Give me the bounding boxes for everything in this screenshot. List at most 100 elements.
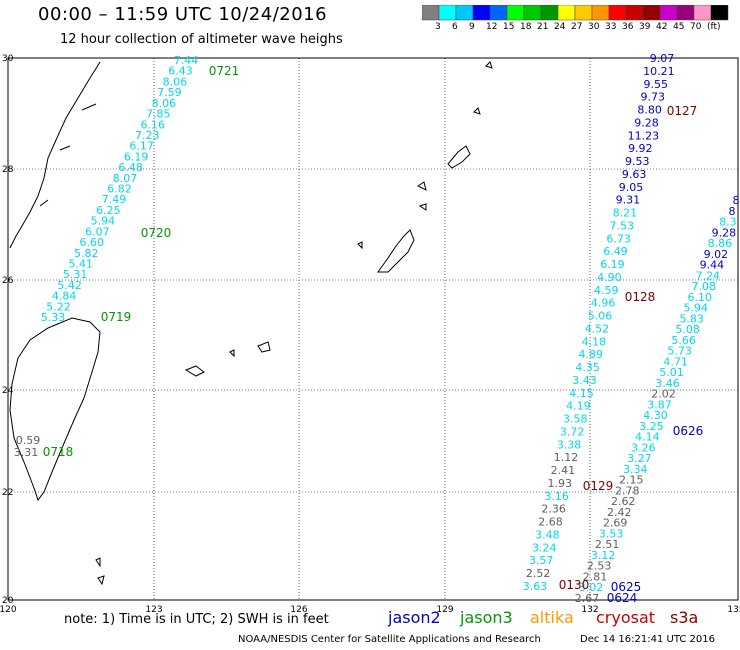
- color-scale-bar: [422, 5, 729, 21]
- pass-label-0127: 0127: [667, 104, 698, 118]
- altimeter-tracks: 7.446.438.067.598.067.856.167.236.176.19…: [14, 52, 740, 605]
- mid-track-value: 2.52: [526, 567, 551, 580]
- x-tick-label: 120: [0, 605, 17, 615]
- mid-track-value: 6.73: [606, 232, 631, 245]
- amami-island: [447, 145, 471, 169]
- west-track-value: 6.82: [107, 183, 132, 196]
- legend-jason3: jason3: [460, 608, 513, 627]
- colorbar-label: 9: [469, 22, 475, 32]
- credit-text: NOAA/NESDIS Center for Satellite Applica…: [238, 634, 541, 645]
- mid-track-value: 9.73: [640, 91, 665, 104]
- west-track-value: 6.07: [85, 225, 110, 238]
- west-track-value: 6.16: [141, 118, 166, 131]
- mid-track-value: 3.58: [563, 413, 588, 426]
- east-track-value: 5.94: [683, 302, 708, 315]
- west-track-value: 6.19: [124, 150, 149, 163]
- pass-label-0720: 0720: [141, 226, 172, 240]
- mid-track-value: 8.80: [637, 104, 662, 117]
- west-track-value: 4.84: [52, 290, 77, 303]
- colorbar-label: 36: [622, 22, 634, 32]
- west-track-value: 7.85: [146, 108, 171, 121]
- west-track-value: 7.44: [174, 54, 199, 67]
- east-track-value: 3.46: [655, 377, 680, 390]
- colorbar-label: 18: [520, 22, 532, 32]
- east-track-value: 6.10: [688, 291, 713, 304]
- east-track-value: 3.87: [647, 398, 672, 411]
- west-track-value: 5.22: [46, 300, 71, 313]
- east-track-value: 5.01: [659, 366, 684, 379]
- colorbar-label: (ft): [707, 22, 721, 32]
- east-track-value: 5.73: [667, 345, 692, 358]
- east-track-value: 2.67: [575, 592, 600, 605]
- legend-jason2: jason2: [388, 608, 441, 627]
- mid-track-value: 3.43: [572, 374, 597, 387]
- east-track-value: 3.26: [631, 441, 656, 454]
- colorbar-label: 70: [690, 22, 702, 32]
- east-track-value: 3.34: [623, 463, 648, 476]
- mid-track-value: 3.57: [529, 554, 554, 567]
- east-track-value: 7.24: [696, 269, 721, 282]
- west-track-value: 0.59: [16, 434, 41, 447]
- east-track-value: 2.42: [607, 506, 632, 519]
- east-track-value: 2.69: [603, 517, 628, 530]
- mid-track-value: 8.21: [613, 207, 638, 220]
- pass-label-0128: 0128: [625, 290, 656, 304]
- east-track-value: 3.12: [591, 549, 616, 562]
- west-track-value: 5.31: [63, 268, 88, 281]
- east-track-value: 2.02: [651, 388, 676, 401]
- mid-track-value: 9.92: [628, 142, 653, 155]
- colorbar-label: 30: [588, 22, 600, 32]
- y-tick-label: 20: [2, 596, 14, 606]
- colorbar-label: 15: [503, 22, 515, 32]
- east-track-value: 2.81: [583, 570, 608, 583]
- east-track-value: 2.62: [611, 495, 636, 508]
- mid-track-value: 4.96: [591, 297, 616, 310]
- mid-track-value: 6.19: [600, 258, 625, 271]
- colorbar-label: 42: [656, 22, 668, 32]
- mid-track-value: 4.52: [585, 322, 610, 335]
- legend-note: note: 1) Time is in UTC; 2) SWH is in fe…: [64, 612, 329, 627]
- mid-track-value: 3.24: [532, 541, 557, 554]
- mid-track-value: 4.18: [582, 335, 607, 348]
- x-tick-label: 132: [581, 605, 598, 615]
- mid-track-value: 9.05: [619, 181, 644, 194]
- colorbar-label: 12: [486, 22, 498, 32]
- east-track-value: 9.28: [712, 226, 737, 239]
- mid-track-value: 4.35: [575, 361, 600, 374]
- colorbar-label: 24: [554, 22, 566, 32]
- mid-track-value: 3.38: [557, 438, 582, 451]
- legend-s3a: s3a: [670, 608, 699, 627]
- x-tick-label: 135: [727, 605, 740, 615]
- west-track-value: 5.82: [74, 247, 99, 260]
- mid-track-value: 9.28: [634, 116, 659, 129]
- pass-labels: 0721 0720 0719 0718 0127 0128 0129 0130 0626 0625…: [43, 64, 704, 605]
- ishigaki-island: [184, 365, 205, 377]
- colorbar-label: 3: [435, 22, 441, 32]
- mid-track-value: 3.16: [544, 490, 569, 503]
- y-tick-label: 30: [2, 54, 14, 64]
- east-track-value: 3.27: [627, 452, 652, 465]
- west-track-value: 6.43: [168, 65, 193, 78]
- mid-track-value: 11.23: [628, 129, 660, 142]
- legend-altika: altika: [530, 608, 574, 627]
- colorbar-label: 45: [673, 22, 685, 32]
- colorbar-label: 27: [571, 22, 583, 32]
- map-frame: [7, 57, 739, 601]
- mid-track-value: 2.36: [541, 503, 566, 516]
- west-track-value: 5.41: [68, 257, 93, 270]
- west-track-value: 6.25: [96, 204, 121, 217]
- legend-cryosat: cryosat: [596, 608, 656, 627]
- pass-label-0719: 0719: [101, 310, 132, 324]
- mid-track-value: 3.48: [535, 528, 560, 541]
- mid-track-value: 4.90: [597, 271, 622, 284]
- map-subtitle: 12 hour collection of altimeter wave hei…: [60, 32, 343, 47]
- east-track-value: 7.08: [692, 280, 717, 293]
- west-track-value: 6.60: [80, 236, 105, 249]
- pass-label-0130: 0130: [559, 578, 590, 592]
- mid-track-value: 3.72: [560, 425, 585, 438]
- east-track-value: 5.83: [679, 312, 704, 325]
- pass-label-0129: 0129: [583, 479, 614, 493]
- east-track-value: 5.66: [671, 334, 696, 347]
- west-track-value: 6.17: [129, 140, 154, 153]
